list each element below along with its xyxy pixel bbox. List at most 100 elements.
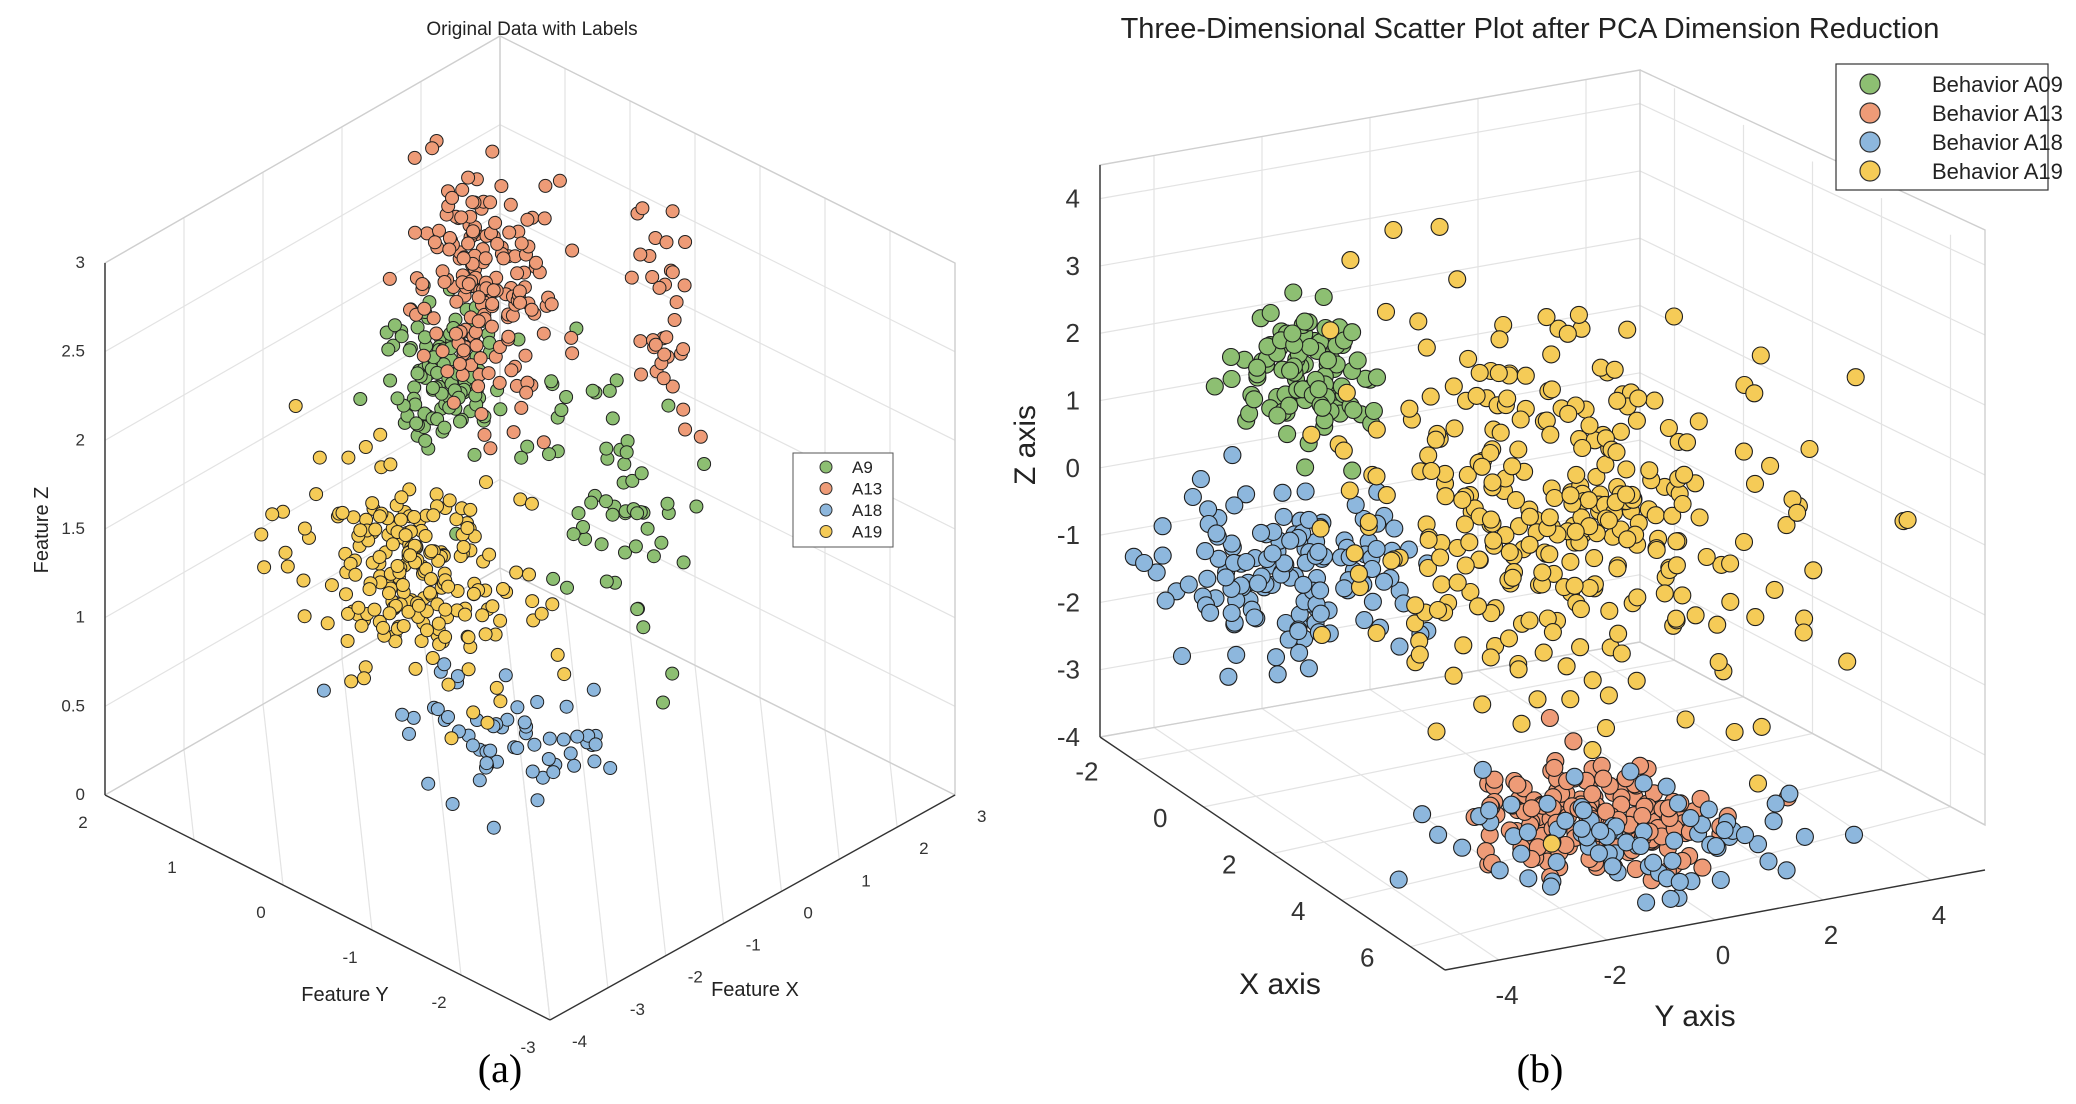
chart-a-point-a13 (449, 326, 463, 341)
chart-a-point-a13 (435, 344, 450, 359)
chart-b-point-behavior-a19 (1473, 695, 1492, 714)
chart-b-point-behavior-a18 (1222, 603, 1241, 623)
chart-a-point-a19 (429, 487, 444, 502)
chart-b-point-behavior-a09 (1348, 351, 1367, 370)
chart-b-point-behavior-a19 (1609, 624, 1628, 643)
chart-b-floor-edge-right (1639, 641, 1986, 826)
chart-b-point-behavior-a18 (1518, 823, 1537, 842)
chart-a-point-a18 (563, 746, 578, 761)
chart-a-point-a18 (603, 761, 618, 775)
chart-b-point-behavior-a19 (1467, 386, 1486, 405)
chart-b-ticks: -4 -3 -2 -1 0 1 2 3 4 -2 0 2 4 6 -4 -2 0 2 4 (1057, 184, 1946, 1010)
chart-b-point-behavior-a19 (1838, 652, 1857, 671)
chart-b-point-behavior-a19 (1481, 510, 1501, 529)
chart-a-point-a19 (362, 582, 377, 597)
chart-b-point-behavior-a18 (1547, 853, 1566, 872)
chart-a-axes (104, 263, 956, 1021)
chart-a-point-a19 (463, 502, 478, 517)
chart-a-point-a13 (440, 364, 455, 379)
chart-b-point-behavior-a18 (1681, 809, 1700, 828)
chart-b-point-behavior-a19 (1542, 380, 1561, 399)
chart-a-point-a9 (594, 537, 609, 552)
chart-b-point-behavior-a18 (1715, 821, 1734, 840)
chart-b-point-behavior-a09 (1296, 458, 1315, 477)
chart-b-point-behavior-a18 (1413, 805, 1432, 824)
chart-b-point-behavior-a19 (1697, 547, 1716, 567)
chart-b-point-behavior-a19 (1489, 364, 1508, 383)
chart-a-point-a9 (584, 495, 599, 510)
chart-b-point-behavior-a18 (1644, 853, 1663, 872)
chart-b-y-tick-label: 4 (1932, 900, 1946, 930)
chart-a-point-a13 (665, 265, 680, 280)
chart-a-point-a13 (473, 351, 488, 366)
chart-a-point-a19 (545, 597, 560, 612)
chart-b-point-behavior-a18 (1572, 819, 1591, 838)
chart-b-point-behavior-a19 (1520, 611, 1539, 630)
chart-b-y-floorline (1153, 727, 1500, 961)
chart-a-point-a19 (485, 599, 500, 614)
chart-a-point-a19 (509, 565, 524, 580)
chart-b-point-behavior-a19 (1571, 638, 1590, 657)
chart-b-point-behavior-a18 (1227, 645, 1246, 664)
chart-b-point-behavior-a18 (1335, 579, 1354, 598)
chart-a-point-a19 (493, 613, 508, 628)
chart-b-point-behavior-a19 (1540, 508, 1559, 527)
chart-b-point-behavior-a09 (1344, 400, 1363, 420)
chart-b-legend-label: Behavior A13 (1932, 101, 2063, 126)
chart-b-x-tick-label: -2 (1075, 756, 1098, 786)
chart-a-point-a9 (630, 506, 645, 521)
chart-b-point-behavior-a19 (1367, 420, 1386, 439)
chart-a-point-a19 (456, 540, 471, 554)
chart-a-point-a9 (619, 445, 634, 460)
chart-a-point-a9 (585, 383, 600, 398)
chart-b-point-behavior-a19 (1512, 714, 1531, 733)
chart-b-point-behavior-a19 (1565, 576, 1584, 595)
chart-a-point-a19 (420, 623, 434, 638)
chart-a-point-a13 (634, 367, 648, 382)
chart-b-point-behavior-a19 (1645, 391, 1664, 410)
chart-a-point-a18 (542, 731, 557, 746)
chart-a-point-a9 (599, 494, 613, 509)
chart-a-point-a18 (498, 668, 513, 683)
chart-a-point-a18 (527, 737, 542, 752)
chart-a-point-a19 (341, 606, 355, 621)
chart-b-point-behavior-a09 (1295, 312, 1314, 331)
chart-a-point-a9 (544, 374, 559, 389)
chart-b-point-behavior-a09 (1261, 303, 1280, 323)
chart-a-point-a18 (406, 710, 421, 725)
chart-a-point-a19 (401, 604, 416, 619)
chart-b-point-behavior-a09 (1245, 390, 1264, 409)
chart-a-point-a19 (339, 587, 353, 602)
chart-a-x-floorline (499, 567, 551, 1021)
chart-a-point-a18 (472, 773, 487, 788)
caption-a: (a) (478, 1046, 522, 1091)
chart-b-point-behavior-a18 (1657, 777, 1676, 796)
chart-a-x-tick-label: -2 (688, 968, 703, 987)
chart-b-point-behavior-a19 (1734, 532, 1754, 552)
chart-b-point-behavior-a18 (1541, 877, 1561, 896)
chart-b-point-behavior-a18 (1777, 861, 1796, 880)
caption-b: (b) (1517, 1046, 1564, 1091)
chart-b-point-behavior-a18 (1274, 507, 1293, 526)
chart-b-point-behavior-a18 (1631, 836, 1650, 856)
chart-a-point-a19 (382, 586, 396, 601)
chart-a-point-a18 (546, 765, 561, 780)
chart-a-point-a19 (442, 493, 457, 508)
chart-b-point-behavior-a19 (1377, 486, 1396, 505)
chart-a-point-a13 (465, 195, 480, 210)
chart-a-y-floorline (262, 704, 284, 886)
chart-a-point-a13 (678, 422, 693, 437)
chart-a-point-a13 (449, 294, 464, 309)
chart-a-point-a13 (677, 278, 692, 293)
chart-b-point-behavior-a19 (1673, 586, 1692, 605)
chart-a-point-a19 (407, 510, 422, 524)
chart-b-point-behavior-a19 (1312, 625, 1331, 645)
chart-a-point-a9 (609, 373, 624, 388)
chart-a-point-a19 (383, 457, 398, 472)
chart-a-point-a13 (490, 236, 505, 251)
chart-b-title: Three-Dimensional Scatter Plot after PCA… (1121, 13, 1940, 45)
chart-b-legend-label: Behavior A19 (1932, 159, 2063, 184)
chart-b-point-behavior-a18 (1263, 544, 1282, 563)
chart-a-point-a13 (501, 329, 516, 344)
chart-b-point-behavior-a18 (1766, 794, 1785, 813)
